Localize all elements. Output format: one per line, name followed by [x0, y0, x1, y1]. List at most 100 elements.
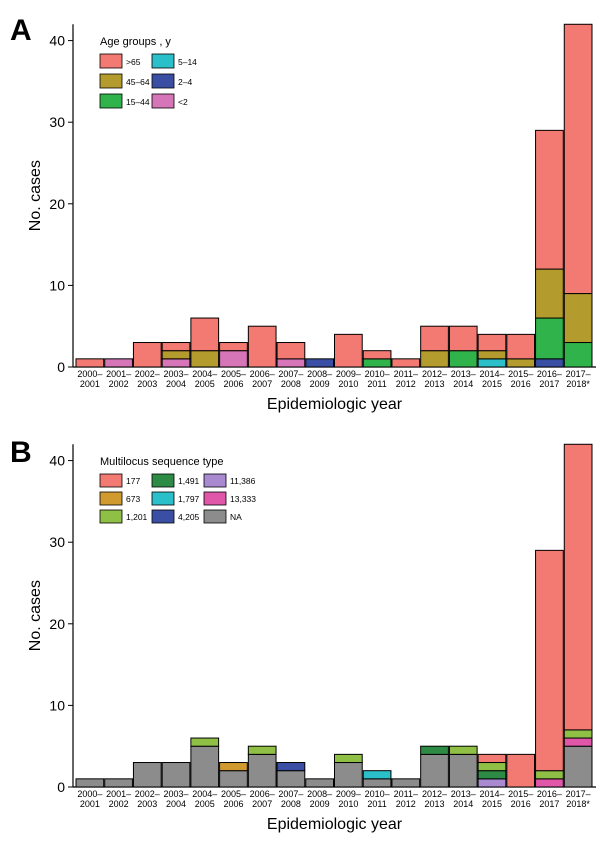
bar-segment	[190, 745, 220, 788]
x-axis-label: Epidemiologic year	[267, 396, 403, 413]
x-tick-label: 2011–	[394, 789, 418, 799]
legend-swatch	[99, 53, 123, 69]
x-tick-label: 2000–	[77, 789, 102, 799]
x-tick-label: 2010	[338, 799, 358, 809]
bar-segment	[161, 762, 191, 788]
legend-swatch	[203, 473, 227, 488]
x-tick-label: 2003–	[164, 789, 189, 799]
x-tick-label: 2008–	[307, 369, 332, 379]
legend-label: 1,201	[126, 512, 148, 522]
bar-segment	[563, 745, 593, 788]
x-tick-label: 2009–	[336, 369, 361, 379]
x-tick-label: 2009–	[336, 789, 361, 799]
bar-segment	[535, 129, 564, 270]
x-tick-label: 2006	[223, 379, 243, 389]
legend-swatch	[203, 509, 227, 524]
legend-label: >65	[126, 57, 141, 67]
x-tick-label: 2013	[425, 799, 445, 809]
bar-segment	[190, 317, 220, 352]
bar-segment	[535, 770, 564, 780]
legend-swatch	[151, 53, 175, 69]
y-tick-label: 20	[49, 196, 65, 212]
x-tick-label: 2009	[310, 799, 330, 809]
x-tick-label: 2013–	[451, 789, 476, 799]
chart-panel-a: A 0 10 20 30 40 No. cases 2000–2001 2001–2002 200…	[10, 14, 596, 413]
x-tick-label: 2018*	[566, 799, 590, 809]
x-tick-label: 2012	[396, 379, 416, 389]
bar-segment	[563, 23, 593, 295]
x-tick-label: 2002	[109, 379, 129, 389]
bar-segment	[190, 350, 220, 368]
x-tick-label: 2006–	[250, 789, 275, 799]
bar-segment	[161, 342, 191, 352]
legend-label: 4,205	[178, 512, 200, 522]
x-tick-label: 2014	[453, 379, 473, 389]
bar-segment	[305, 778, 334, 788]
x-tick-label: 2007	[252, 799, 272, 809]
legend-swatch	[99, 73, 123, 89]
legend-swatch	[151, 491, 175, 506]
x-tick-label: 2007–	[278, 369, 303, 379]
bar-segment	[276, 358, 306, 368]
bar-segment	[132, 342, 162, 368]
legend-label: <2	[178, 97, 188, 107]
bar-segment	[104, 358, 133, 368]
legend-swatch	[99, 491, 123, 506]
bar-segment	[219, 770, 248, 788]
x-tick-label: 2004	[166, 379, 186, 389]
bar-segment	[448, 350, 478, 368]
x-tick-label: 2005	[195, 379, 215, 389]
legend-swatch	[151, 509, 175, 524]
x-tick-label: 2006	[223, 799, 243, 809]
y-tick-label: 10	[49, 697, 65, 713]
x-tick-label: 2017	[539, 379, 559, 389]
legend-swatch	[99, 93, 123, 109]
x-tick-label: 2004–	[192, 369, 217, 379]
x-tick-label: 2005	[195, 799, 215, 809]
y-tick-label: 10	[49, 277, 65, 293]
bar-segment	[391, 778, 421, 788]
x-tick-label: 2011–	[394, 369, 418, 379]
x-tick-label: 2002–	[135, 789, 160, 799]
chart-panel-b: B 0 10 20 30 40 No. cases 2000–2001 2001–2002 200…	[10, 436, 596, 833]
x-tick-label: 2015–	[508, 369, 533, 379]
bar-segment	[477, 770, 507, 780]
bar-segment	[219, 342, 248, 352]
bar-segment	[535, 549, 564, 772]
legend-title: Age groups , y	[100, 36, 171, 48]
bar-segment	[276, 762, 306, 772]
x-tick-label: 2004	[166, 799, 186, 809]
bar-segment	[448, 753, 478, 788]
bar-segment	[448, 745, 478, 755]
x-tick-label: 2002	[109, 799, 129, 809]
bar-segment	[535, 268, 564, 319]
bar-segment	[219, 762, 248, 772]
x-tick-label: 2001–	[106, 369, 131, 379]
legend-label: 15–44	[126, 97, 150, 107]
legend-title: Multilocus sequence type	[100, 456, 224, 468]
legend-label: 11,386	[230, 476, 256, 486]
x-tick-label: 2006–	[250, 369, 275, 379]
legend: Age groups , y >65 5–14 45–64 2–4 15–44 <2	[99, 36, 197, 109]
y-axis-label: No. cases	[27, 160, 44, 231]
x-tick-label: 2010–	[365, 789, 390, 799]
bar-segment	[506, 753, 536, 788]
legend-label: 45–64	[126, 77, 150, 87]
bar-segment	[506, 333, 536, 360]
bar-segment	[563, 737, 593, 747]
bar-segment	[420, 753, 449, 788]
bar-segment	[161, 350, 191, 360]
x-tick-label: 2016–	[537, 369, 562, 379]
bar-segment	[563, 342, 593, 368]
x-tick-label: 2011	[367, 799, 386, 809]
x-tick-label: 2004–	[192, 789, 217, 799]
x-tick-label: 2001	[80, 379, 100, 389]
x-tick-label: 2014–	[479, 789, 504, 799]
legend-swatch	[203, 491, 227, 506]
bar-segment	[477, 762, 507, 772]
y-tick-label: 0	[57, 779, 65, 795]
x-tick-label: 2018*	[566, 379, 590, 389]
x-tick-label: 2003	[137, 379, 157, 389]
bar-segment	[334, 753, 363, 764]
